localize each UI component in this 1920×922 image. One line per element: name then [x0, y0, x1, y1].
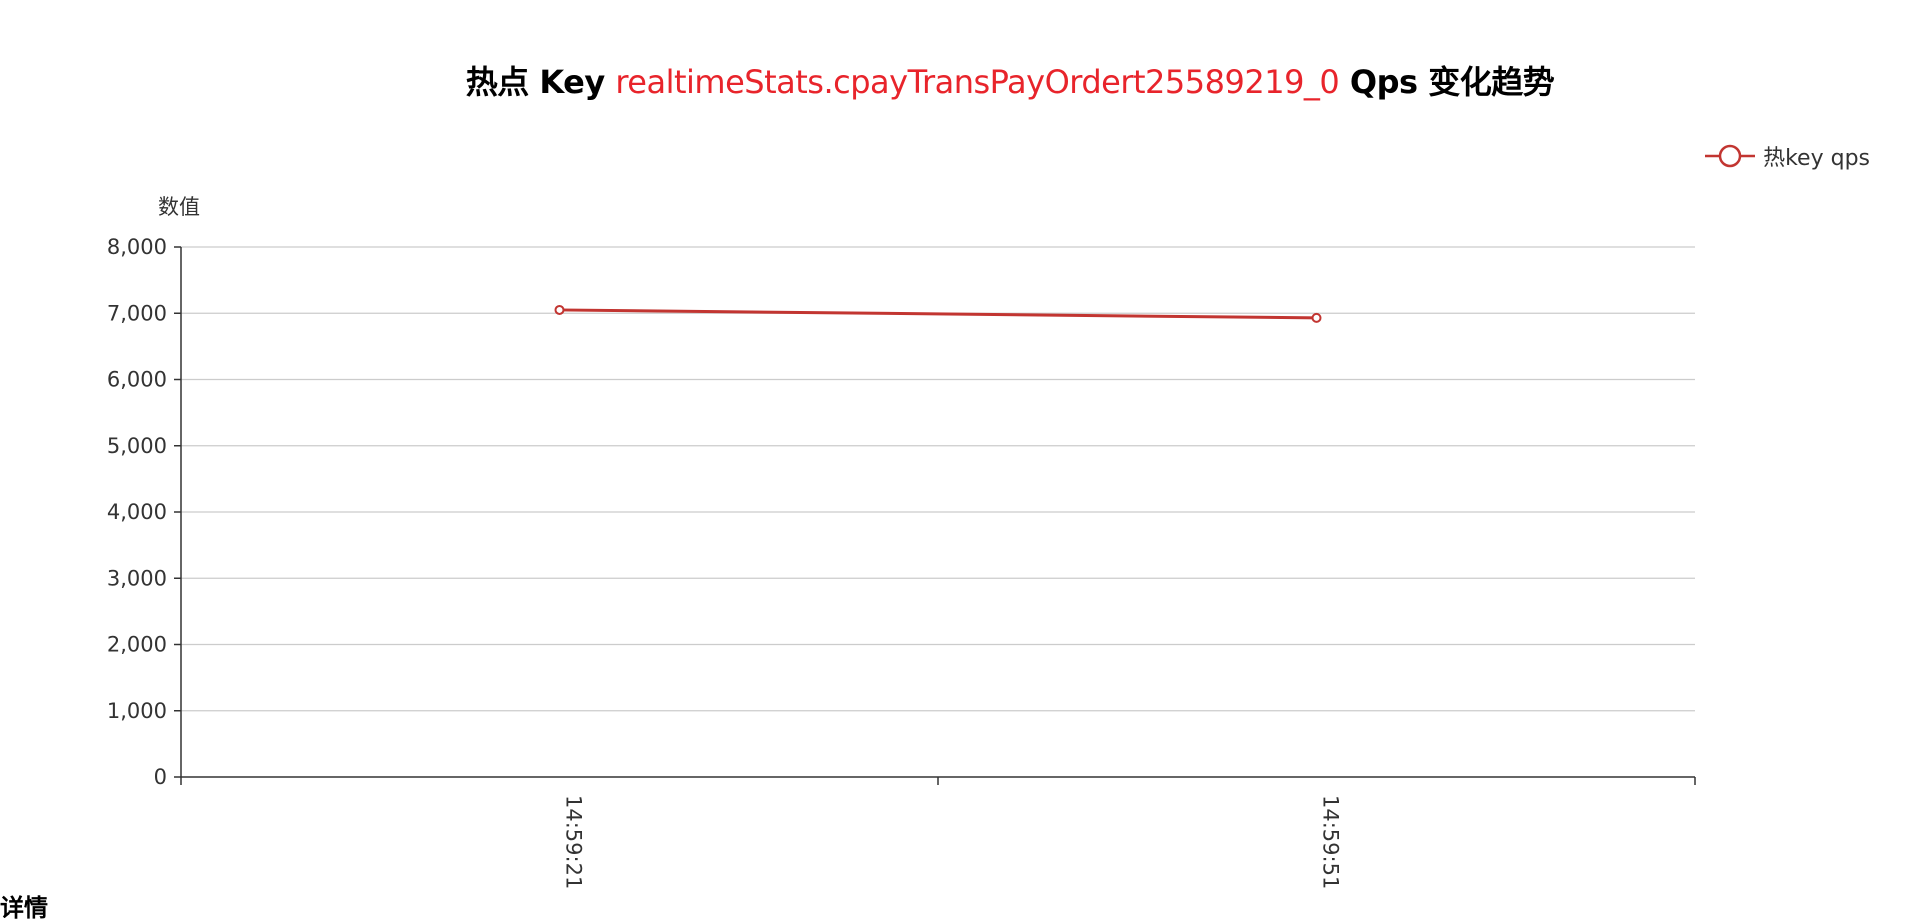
- chart-title-suffix: Qps 变化趋势: [1349, 63, 1555, 101]
- legend-line-circle-icon: [1705, 144, 1756, 168]
- x-tick-label: 14:59:21: [562, 795, 586, 889]
- series-line: [559, 308, 1317, 320]
- chart-title-key: realtimeStats.cpayTransPayOrdert25589219…: [615, 63, 1340, 101]
- chart-title-prefix: 热点 Key: [465, 63, 605, 101]
- y-tick-label: 5,000: [107, 434, 167, 458]
- section-heading-fragment: 详情: [0, 894, 48, 922]
- y-tick-label: 0: [154, 765, 167, 789]
- y-tick-label: 4,000: [107, 500, 167, 524]
- legend-label: 热key qps: [1763, 146, 1870, 171]
- data-point: [554, 304, 565, 315]
- data-point: [1311, 312, 1322, 323]
- y-tick-label: 6,000: [107, 368, 167, 392]
- y-tick-label: 8,000: [107, 235, 167, 259]
- y-tick-label: 3,000: [107, 566, 167, 590]
- y-axis-title: 数值: [158, 195, 200, 219]
- x-tick-label: 14:59:51: [1319, 795, 1343, 889]
- legend[interactable]: 热key qps: [1705, 140, 1870, 172]
- y-tick-label: 2,000: [107, 633, 167, 657]
- y-tick-label: 7,000: [107, 301, 167, 325]
- chart-title: 热点 Key realtimeStats.cpayTransPayOrdert2…: [0, 57, 1920, 103]
- y-tick-label: 1,000: [107, 699, 167, 723]
